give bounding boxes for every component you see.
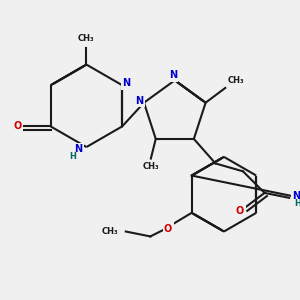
Text: O: O xyxy=(13,122,21,131)
Text: CH₃: CH₃ xyxy=(78,34,95,43)
Text: H: H xyxy=(69,152,76,161)
Text: N: N xyxy=(169,70,177,80)
Text: H: H xyxy=(295,199,300,208)
Text: O: O xyxy=(164,224,172,234)
Text: CH₃: CH₃ xyxy=(142,163,159,172)
Text: N: N xyxy=(135,96,143,106)
Text: N: N xyxy=(122,78,130,88)
Text: N: N xyxy=(74,144,83,154)
Text: CH₃: CH₃ xyxy=(227,76,244,85)
Text: N: N xyxy=(292,191,300,201)
Text: CH₃: CH₃ xyxy=(101,227,118,236)
Text: O: O xyxy=(236,206,244,216)
